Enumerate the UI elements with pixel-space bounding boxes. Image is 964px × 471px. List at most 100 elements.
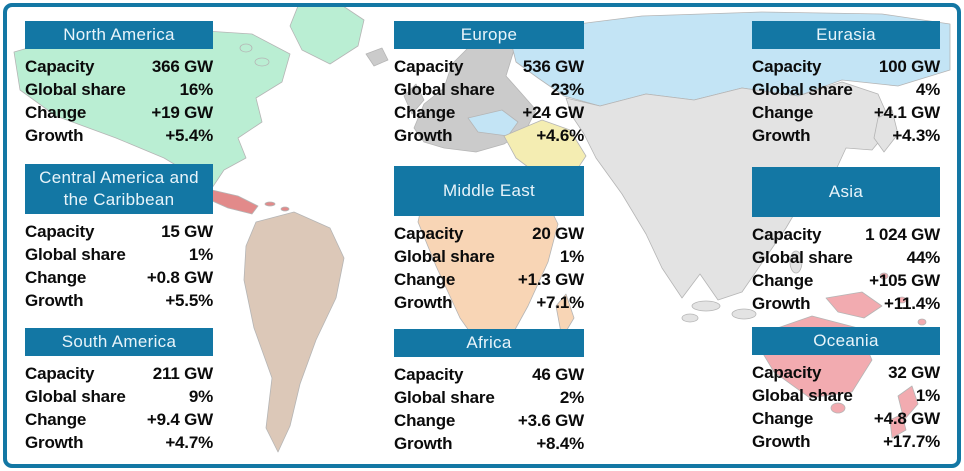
metric-value: 366 GW bbox=[151, 57, 213, 76]
region-metrics: Capacity 366 GW Global share 16% Change +19… bbox=[25, 55, 213, 147]
metric-label: Growth bbox=[752, 432, 811, 451]
metric-row: Growth +4.7% bbox=[25, 431, 213, 454]
metric-label: Change bbox=[394, 103, 456, 122]
metric-value: 100 GW bbox=[878, 57, 940, 76]
metric-value: +24 GW bbox=[522, 103, 584, 122]
metric-label: Capacity bbox=[25, 222, 95, 241]
metric-row: Growth +8.4% bbox=[394, 432, 584, 455]
metric-value: 23% bbox=[550, 80, 585, 99]
metric-label: Growth bbox=[394, 293, 453, 312]
metric-row: Capacity 20 GW bbox=[394, 222, 584, 245]
region-panel-eurasia: Eurasia Capacity 100 GW Global share 4% Ch… bbox=[752, 21, 940, 147]
region-header: Eurasia bbox=[752, 21, 940, 49]
metric-label: Change bbox=[394, 270, 456, 289]
metric-value: 16% bbox=[179, 80, 214, 99]
metric-label: Global share bbox=[394, 247, 495, 266]
metric-value: 4% bbox=[915, 80, 940, 99]
metric-label: Capacity bbox=[752, 363, 822, 382]
metric-row: Global share 44% bbox=[752, 246, 940, 269]
metric-value: +3.6 GW bbox=[517, 411, 584, 430]
metric-value: +5.4% bbox=[165, 126, 213, 145]
metric-row: Global share 16% bbox=[25, 78, 213, 101]
metric-label: Change bbox=[752, 103, 814, 122]
region-panel-north-america: North America Capacity 366 GW Global shar… bbox=[25, 21, 213, 147]
metric-row: Change +9.4 GW bbox=[25, 408, 213, 431]
region-panel-asia: Asia Capacity 1 024 GW Global share 44% Ch… bbox=[752, 167, 940, 315]
metric-value: +105 GW bbox=[869, 271, 940, 290]
metric-row: Growth +7.1% bbox=[394, 291, 584, 314]
metric-label: Growth bbox=[25, 433, 84, 452]
metric-row: Capacity 536 GW bbox=[394, 55, 584, 78]
metric-value: 9% bbox=[188, 387, 213, 406]
metric-row: Global share 2% bbox=[394, 386, 584, 409]
region-panel-oceania: Oceania Capacity 32 GW Global share 1% Cha… bbox=[752, 327, 940, 453]
region-panel-south-america: South America Capacity 211 GW Global shar… bbox=[25, 328, 213, 454]
metric-value: +9.4 GW bbox=[146, 410, 213, 429]
metric-row: Global share 1% bbox=[752, 384, 940, 407]
metric-row: Global share 4% bbox=[752, 78, 940, 101]
metric-label: Change bbox=[25, 103, 87, 122]
metric-row: Growth +17.7% bbox=[752, 430, 940, 453]
metric-value: 2% bbox=[559, 388, 584, 407]
metric-row: Global share 1% bbox=[394, 245, 584, 268]
metric-row: Growth +11.4% bbox=[752, 292, 940, 315]
metric-value: 44% bbox=[906, 248, 941, 267]
metric-value: 1% bbox=[559, 247, 584, 266]
metric-row: Change +105 GW bbox=[752, 269, 940, 292]
metric-row: Growth +5.5% bbox=[25, 289, 213, 312]
metric-row: Capacity 46 GW bbox=[394, 363, 584, 386]
metric-value: +17.7% bbox=[883, 432, 940, 451]
region-metrics: Capacity 536 GW Global share 23% Change +24… bbox=[394, 55, 584, 147]
metric-label: Capacity bbox=[394, 224, 464, 243]
metric-label: Change bbox=[752, 409, 814, 428]
metric-value: +4.6% bbox=[536, 126, 584, 145]
metric-value: +4.3% bbox=[892, 126, 940, 145]
metric-label: Global share bbox=[752, 80, 853, 99]
metric-label: Capacity bbox=[752, 57, 822, 76]
metric-row: Capacity 211 GW bbox=[25, 362, 213, 385]
metric-row: Change +4.8 GW bbox=[752, 407, 940, 430]
metric-label: Growth bbox=[394, 126, 453, 145]
metric-row: Change +4.1 GW bbox=[752, 101, 940, 124]
metric-value: +19 GW bbox=[151, 103, 213, 122]
region-metrics: Capacity 100 GW Global share 4% Change +4.1… bbox=[752, 55, 940, 147]
metric-value: 1 024 GW bbox=[865, 225, 940, 244]
metric-value: +4.7% bbox=[165, 433, 213, 452]
metric-row: Global share 23% bbox=[394, 78, 584, 101]
metric-label: Capacity bbox=[25, 57, 95, 76]
metric-label: Capacity bbox=[394, 365, 464, 384]
metric-label: Growth bbox=[752, 126, 811, 145]
metric-row: Global share 1% bbox=[25, 243, 213, 266]
metric-row: Growth +4.3% bbox=[752, 124, 940, 147]
region-header: Europe bbox=[394, 21, 584, 49]
metric-value: +4.1 GW bbox=[873, 103, 940, 122]
metric-label: Global share bbox=[25, 80, 126, 99]
metric-label: Change bbox=[25, 410, 87, 429]
metric-label: Capacity bbox=[394, 57, 464, 76]
metric-row: Growth +5.4% bbox=[25, 124, 213, 147]
metric-value: +8.4% bbox=[536, 434, 584, 453]
metric-label: Global share bbox=[25, 387, 126, 406]
metric-label: Growth bbox=[394, 434, 453, 453]
metric-row: Capacity 32 GW bbox=[752, 361, 940, 384]
metric-row: Change +19 GW bbox=[25, 101, 213, 124]
metric-value: 536 GW bbox=[522, 57, 584, 76]
metric-value: 211 GW bbox=[152, 364, 213, 383]
metric-row: Change +24 GW bbox=[394, 101, 584, 124]
region-metrics: Capacity 46 GW Global share 2% Change +3.6 … bbox=[394, 363, 584, 455]
metric-label: Growth bbox=[25, 126, 84, 145]
region-panel-middle-east: Middle East Capacity 20 GW Global share 1%… bbox=[394, 166, 584, 314]
metric-label: Global share bbox=[394, 388, 495, 407]
region-header: North America bbox=[25, 21, 213, 49]
region-metrics: Capacity 32 GW Global share 1% Change +4.8 … bbox=[752, 361, 940, 453]
metric-value: 1% bbox=[915, 386, 940, 405]
region-panel-central-america-caribbean: Central America and the Caribbean Capaci… bbox=[25, 164, 213, 312]
region-header: Africa bbox=[394, 329, 584, 357]
metric-row: Growth +4.6% bbox=[394, 124, 584, 147]
metric-value: +0.8 GW bbox=[146, 268, 213, 287]
metric-value: +5.5% bbox=[165, 291, 213, 310]
region-header: Middle East bbox=[394, 166, 584, 216]
region-header: Oceania bbox=[752, 327, 940, 355]
metric-value: 15 GW bbox=[161, 222, 213, 241]
